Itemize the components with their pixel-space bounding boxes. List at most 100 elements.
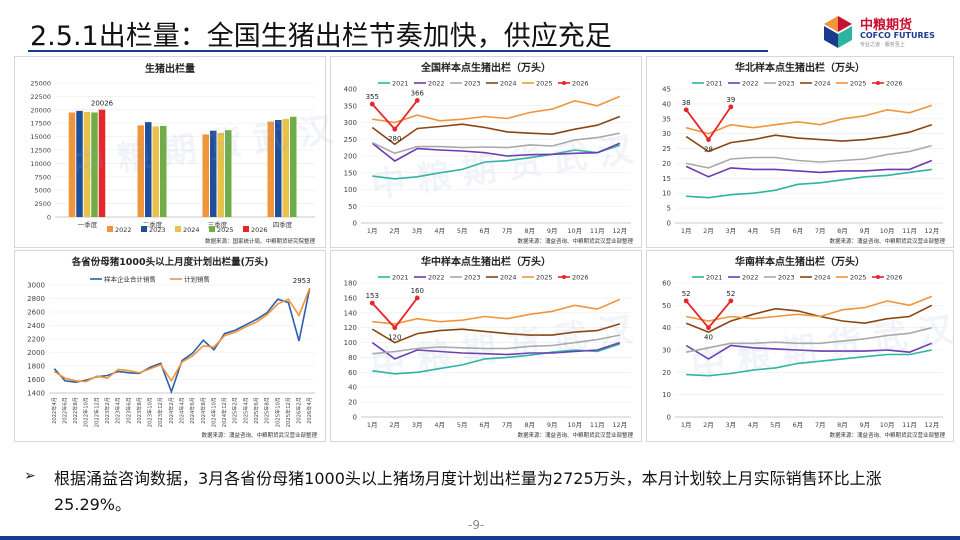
y-tick-label: 0 <box>47 214 51 222</box>
bar-2022 <box>267 121 274 217</box>
x-tick-label: 6月 <box>479 421 490 429</box>
x-tick-label: 4月 <box>748 421 759 429</box>
x-tick-label: 10月 <box>567 421 582 429</box>
series-line-2021 <box>686 349 932 377</box>
chart-source: 数据来源：涌益咨询、中粮期货武汉营业部整理 <box>829 237 945 245</box>
legend-label: 2024 <box>500 274 517 282</box>
bar-2026 <box>98 109 106 217</box>
data-point <box>369 300 375 306</box>
data-label: 40 <box>704 334 713 342</box>
x-tick-label: 2025年10月 <box>273 397 281 427</box>
legend-label: 2021 <box>706 80 723 88</box>
data-point <box>683 298 689 304</box>
logo-text: 中粮期货 <box>860 18 913 33</box>
data-point <box>392 325 398 331</box>
legend-label: 2023 <box>149 226 166 234</box>
x-tick-label: 7月 <box>815 227 826 235</box>
series-line-2025 <box>685 104 933 135</box>
bar-2023 <box>275 119 282 217</box>
y-tick-label: 5 <box>667 205 671 213</box>
y-tick-label: 2800 <box>27 295 45 303</box>
logo-subtitle: COFCO FUTURES <box>860 31 935 40</box>
chart-north: 华北样本点生猪出栏（万头）2021 2022 2023 2024 2025 2026051… <box>662 61 945 245</box>
legend-swatch <box>209 226 215 232</box>
legend-label: 2023 <box>778 80 795 88</box>
legend-marker <box>562 275 566 279</box>
bullet-arrow-icon: ➢ <box>24 468 36 484</box>
x-tick-label: 6月 <box>793 227 804 235</box>
x-tick-label: 三季度 <box>208 220 228 229</box>
y-tick-label: 40 <box>348 384 357 392</box>
bar-2023 <box>145 122 152 217</box>
bullet-text: 根据涌益咨询数据，3月各省份母猪1000头以上猪场月度计划出栏量为2725万头，… <box>54 469 882 514</box>
chart-panel-sow: 各省份母猪1000头以上月度计划出栏量(万头) 样本企业合计销售 计划销售 1400 1… <box>14 250 326 442</box>
y-tick-label: 100 <box>344 186 357 194</box>
y-tick-label: 0 <box>353 220 357 228</box>
x-tick-label: 7月 <box>502 227 513 235</box>
y-tick-label: 45 <box>662 86 671 94</box>
legend-label: 2022 <box>115 226 132 234</box>
x-tick-label: 2025年6月 <box>252 397 260 424</box>
x-tick-label: 3月 <box>412 227 423 235</box>
legend-swatch <box>175 226 181 232</box>
data-label: 39 <box>726 96 735 104</box>
x-tick-label: 2024年8月 <box>199 397 207 424</box>
data-label: 52 <box>682 290 691 298</box>
legend-swatch <box>141 226 147 232</box>
x-tick-label: 9月 <box>547 421 558 429</box>
x-tick-label: 4月 <box>748 227 759 235</box>
legend-label: 2022 <box>742 80 759 88</box>
x-tick-label: 一季度 <box>78 220 98 229</box>
series-line-2022 <box>371 142 621 162</box>
chart-bar: 生猪出栏量 0 2500 5000 7500 10000 12500 15000 17500 20… <box>30 62 316 245</box>
chart-title: 华南样本点生猪出栏（万头） <box>735 255 865 268</box>
x-tick-label: 2023年8月 <box>135 397 143 424</box>
y-tick-label: 40 <box>662 100 671 108</box>
chart-source: 数据来源：国家统计局、中粮期货研究院整理 <box>205 237 316 245</box>
legend-label: 2025 <box>536 80 553 88</box>
x-tick-label: 2月 <box>389 421 400 429</box>
logo-tagline: 专业之道 · 服务至上 <box>860 42 905 48</box>
x-tick-label: 5月 <box>457 227 468 235</box>
page-number: -9- <box>468 518 485 532</box>
legend-label: 2022 <box>428 274 445 282</box>
series-line-2022 <box>371 341 621 360</box>
y-tick-label: 0 <box>667 220 671 228</box>
x-tick-label: 2025年2月 <box>231 397 239 424</box>
legend-label: 计划销售 <box>184 275 210 284</box>
y-tick-label: 400 <box>344 86 357 94</box>
x-tick-label: 2月 <box>389 227 400 235</box>
x-tick-label: 6月 <box>793 421 804 429</box>
series-line-2022 <box>685 342 933 360</box>
data-point <box>706 137 711 143</box>
chart-title: 生猪出栏量 <box>145 62 195 75</box>
y-tick-label: 180 <box>344 280 357 288</box>
x-tick-label: 2025年8月 <box>263 397 271 424</box>
chart-panel-central: 华中样本点生猪出栏（万头） 2021 2022 2023 2024 2025 2026 0 20… <box>330 250 642 442</box>
chart-south: 华南样本点生猪出栏（万头） 2021 2022 2023 2024 2025 2026 0 10… <box>662 255 945 439</box>
y-tick-label: 160 <box>344 294 357 302</box>
series-line-2021 <box>686 168 932 199</box>
x-tick-label: 10月 <box>567 227 582 235</box>
x-tick-label: 11月 <box>902 421 917 429</box>
x-tick-label: 11月 <box>590 227 605 235</box>
legend-label: 2025 <box>217 226 234 234</box>
legend-marker <box>876 275 880 279</box>
x-tick-label: 4月 <box>434 421 445 429</box>
legend-label: 样本企业合计销售 <box>104 275 156 284</box>
bar-2025 <box>290 116 297 217</box>
legend-label: 2024 <box>183 226 200 234</box>
y-tick-label: 20 <box>662 160 671 168</box>
y-tick-label: 50 <box>662 302 671 310</box>
legend-label: 2023 <box>464 80 481 88</box>
bar-2024 <box>152 126 159 217</box>
chart-panel-national: 全国样本点生猪出栏（万头） 2021 2022 2023 2024 2025 2026 0 50… <box>330 56 642 248</box>
legend-label: 2026 <box>572 80 589 88</box>
x-tick-label: 9月 <box>547 227 558 235</box>
x-tick-label: 9月 <box>860 227 871 235</box>
data-label: 153 <box>366 292 379 300</box>
bar-2025 <box>91 112 98 217</box>
legend-label: 2026 <box>886 80 903 88</box>
legend-label: 2025 <box>536 274 553 282</box>
bar-2022 <box>68 112 76 217</box>
